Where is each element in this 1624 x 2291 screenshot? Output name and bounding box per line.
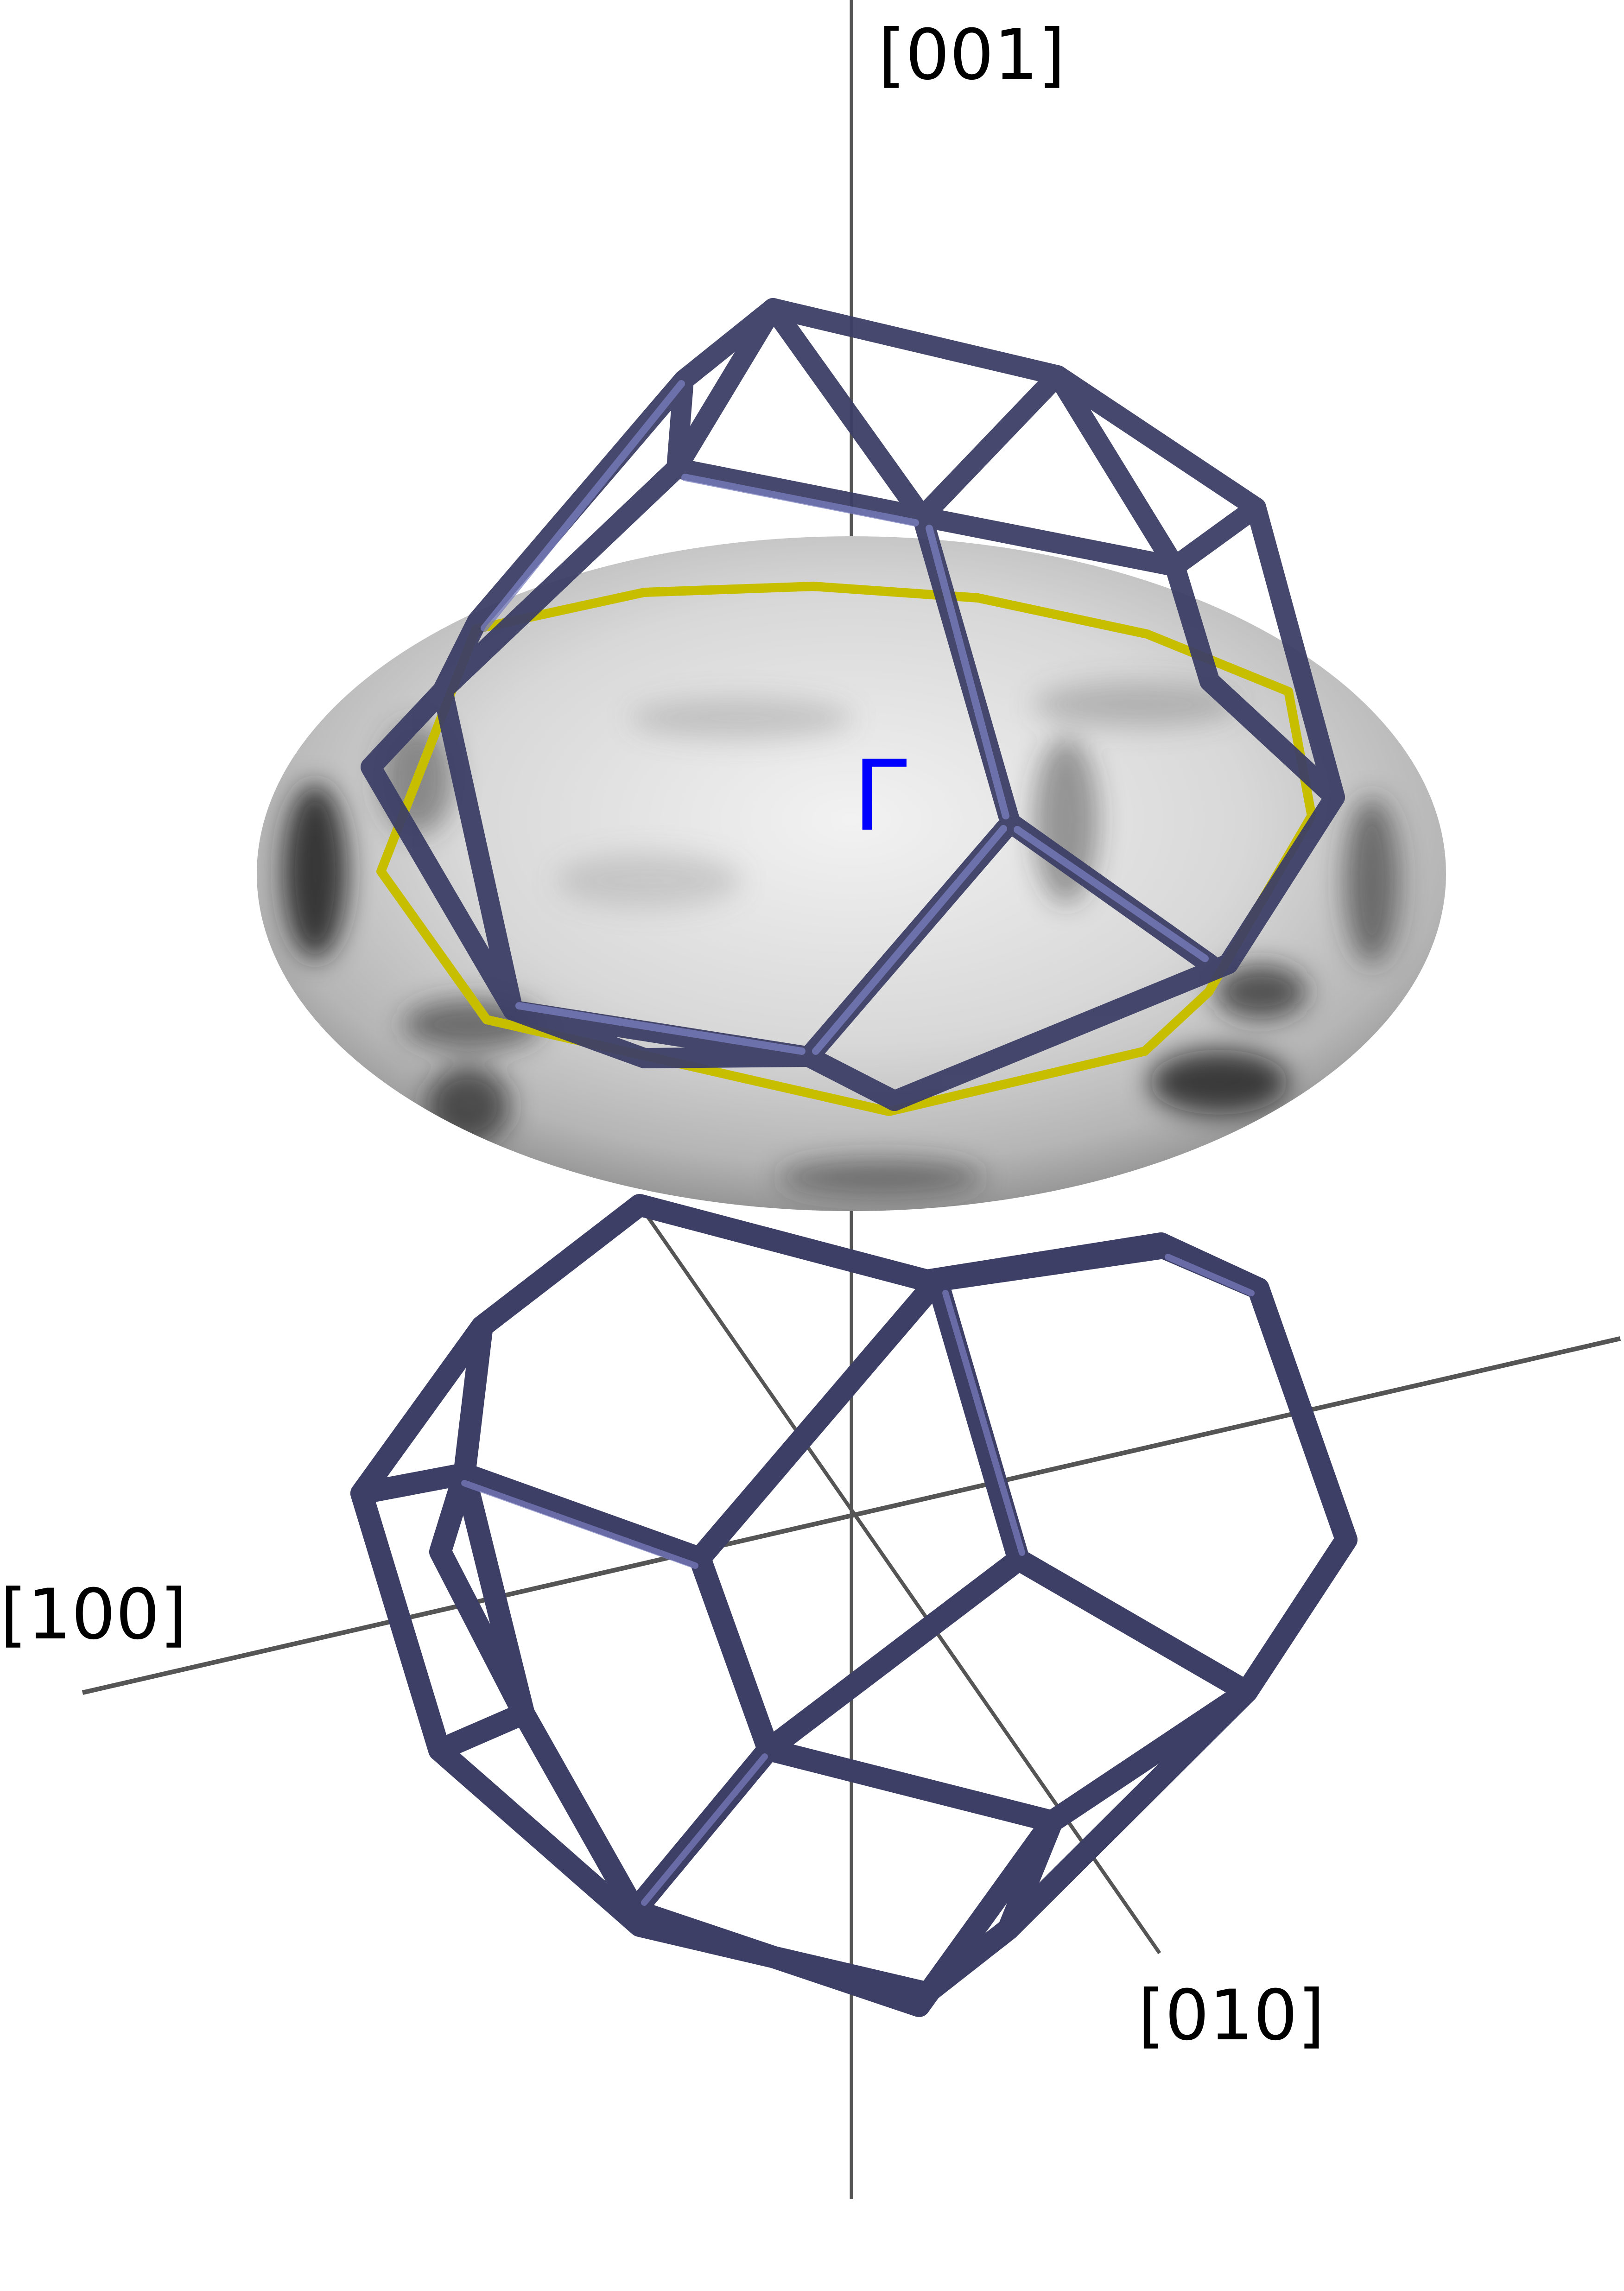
axis-label-010: [010] <box>1138 1975 1325 2056</box>
lower-highlight-1 <box>461 1480 698 1569</box>
gamma-point-label: Γ <box>853 739 907 853</box>
upper-highlight-5 <box>481 380 685 632</box>
upper-frame-highlights <box>481 380 1209 1055</box>
upper-highlight-2 <box>926 525 1009 819</box>
upper-right-square <box>912 507 1345 807</box>
upper-top-square-left <box>666 370 694 478</box>
upper-lower-spoke <box>799 1047 905 1111</box>
lower-inner-edge-4 <box>1041 1681 1258 1833</box>
upper-highlight-3 <box>515 1002 806 1055</box>
lower-inner-edge-3 <box>757 1548 1030 1761</box>
lower-highlight-2 <box>942 1290 1025 1556</box>
lower-highlight-3 <box>641 1753 768 1906</box>
lower-frame-highlights <box>461 1254 1255 1906</box>
upper-top-face <box>666 298 1068 527</box>
upper-highlight-4 <box>1014 826 1209 962</box>
lower-upper-rim <box>350 1194 1172 1504</box>
lower-highlight-4 <box>1165 1254 1255 1296</box>
energy-slice-disc <box>257 536 1446 1211</box>
upper-highlight-6 <box>812 825 1007 1055</box>
axis-100 <box>82 1336 1621 1695</box>
upper-outer-outline <box>361 298 1345 1111</box>
lower-inner-edge-1 <box>453 1315 493 1485</box>
upper-highlight-1 <box>681 474 919 527</box>
axis-label-001: [001] <box>878 15 1065 95</box>
axis-010 <box>638 1204 1161 1955</box>
lower-inner-edge-2 <box>689 1269 948 1569</box>
lower-inner-edge-5 <box>997 1810 1063 1940</box>
axis-label-100: [100] <box>0 1574 187 1655</box>
lower-brillouin-zone-frame <box>350 1194 1358 2017</box>
